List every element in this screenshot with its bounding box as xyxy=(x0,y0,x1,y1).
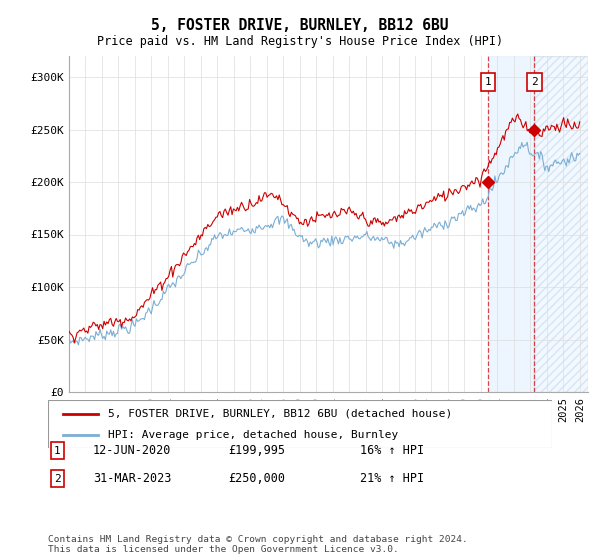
Text: 2: 2 xyxy=(54,474,61,484)
Text: 31-MAR-2023: 31-MAR-2023 xyxy=(93,472,172,486)
Bar xyxy=(535,56,588,392)
Text: 21% ↑ HPI: 21% ↑ HPI xyxy=(360,472,424,486)
FancyBboxPatch shape xyxy=(48,400,552,448)
Text: 2: 2 xyxy=(531,77,538,87)
Text: 5, FOSTER DRIVE, BURNLEY, BB12 6BU (detached house): 5, FOSTER DRIVE, BURNLEY, BB12 6BU (deta… xyxy=(109,409,453,419)
Text: £199,995: £199,995 xyxy=(228,444,285,458)
Text: 16% ↑ HPI: 16% ↑ HPI xyxy=(360,444,424,458)
Text: Contains HM Land Registry data © Crown copyright and database right 2024.
This d: Contains HM Land Registry data © Crown c… xyxy=(48,535,468,554)
Text: Price paid vs. HM Land Registry's House Price Index (HPI): Price paid vs. HM Land Registry's House … xyxy=(97,35,503,49)
Text: 1: 1 xyxy=(485,77,491,87)
Text: £250,000: £250,000 xyxy=(228,472,285,486)
Text: 5, FOSTER DRIVE, BURNLEY, BB12 6BU: 5, FOSTER DRIVE, BURNLEY, BB12 6BU xyxy=(151,18,449,32)
Text: HPI: Average price, detached house, Burnley: HPI: Average price, detached house, Burn… xyxy=(109,430,399,440)
Text: 1: 1 xyxy=(54,446,61,456)
Text: 12-JUN-2020: 12-JUN-2020 xyxy=(93,444,172,458)
Bar xyxy=(488,56,535,392)
